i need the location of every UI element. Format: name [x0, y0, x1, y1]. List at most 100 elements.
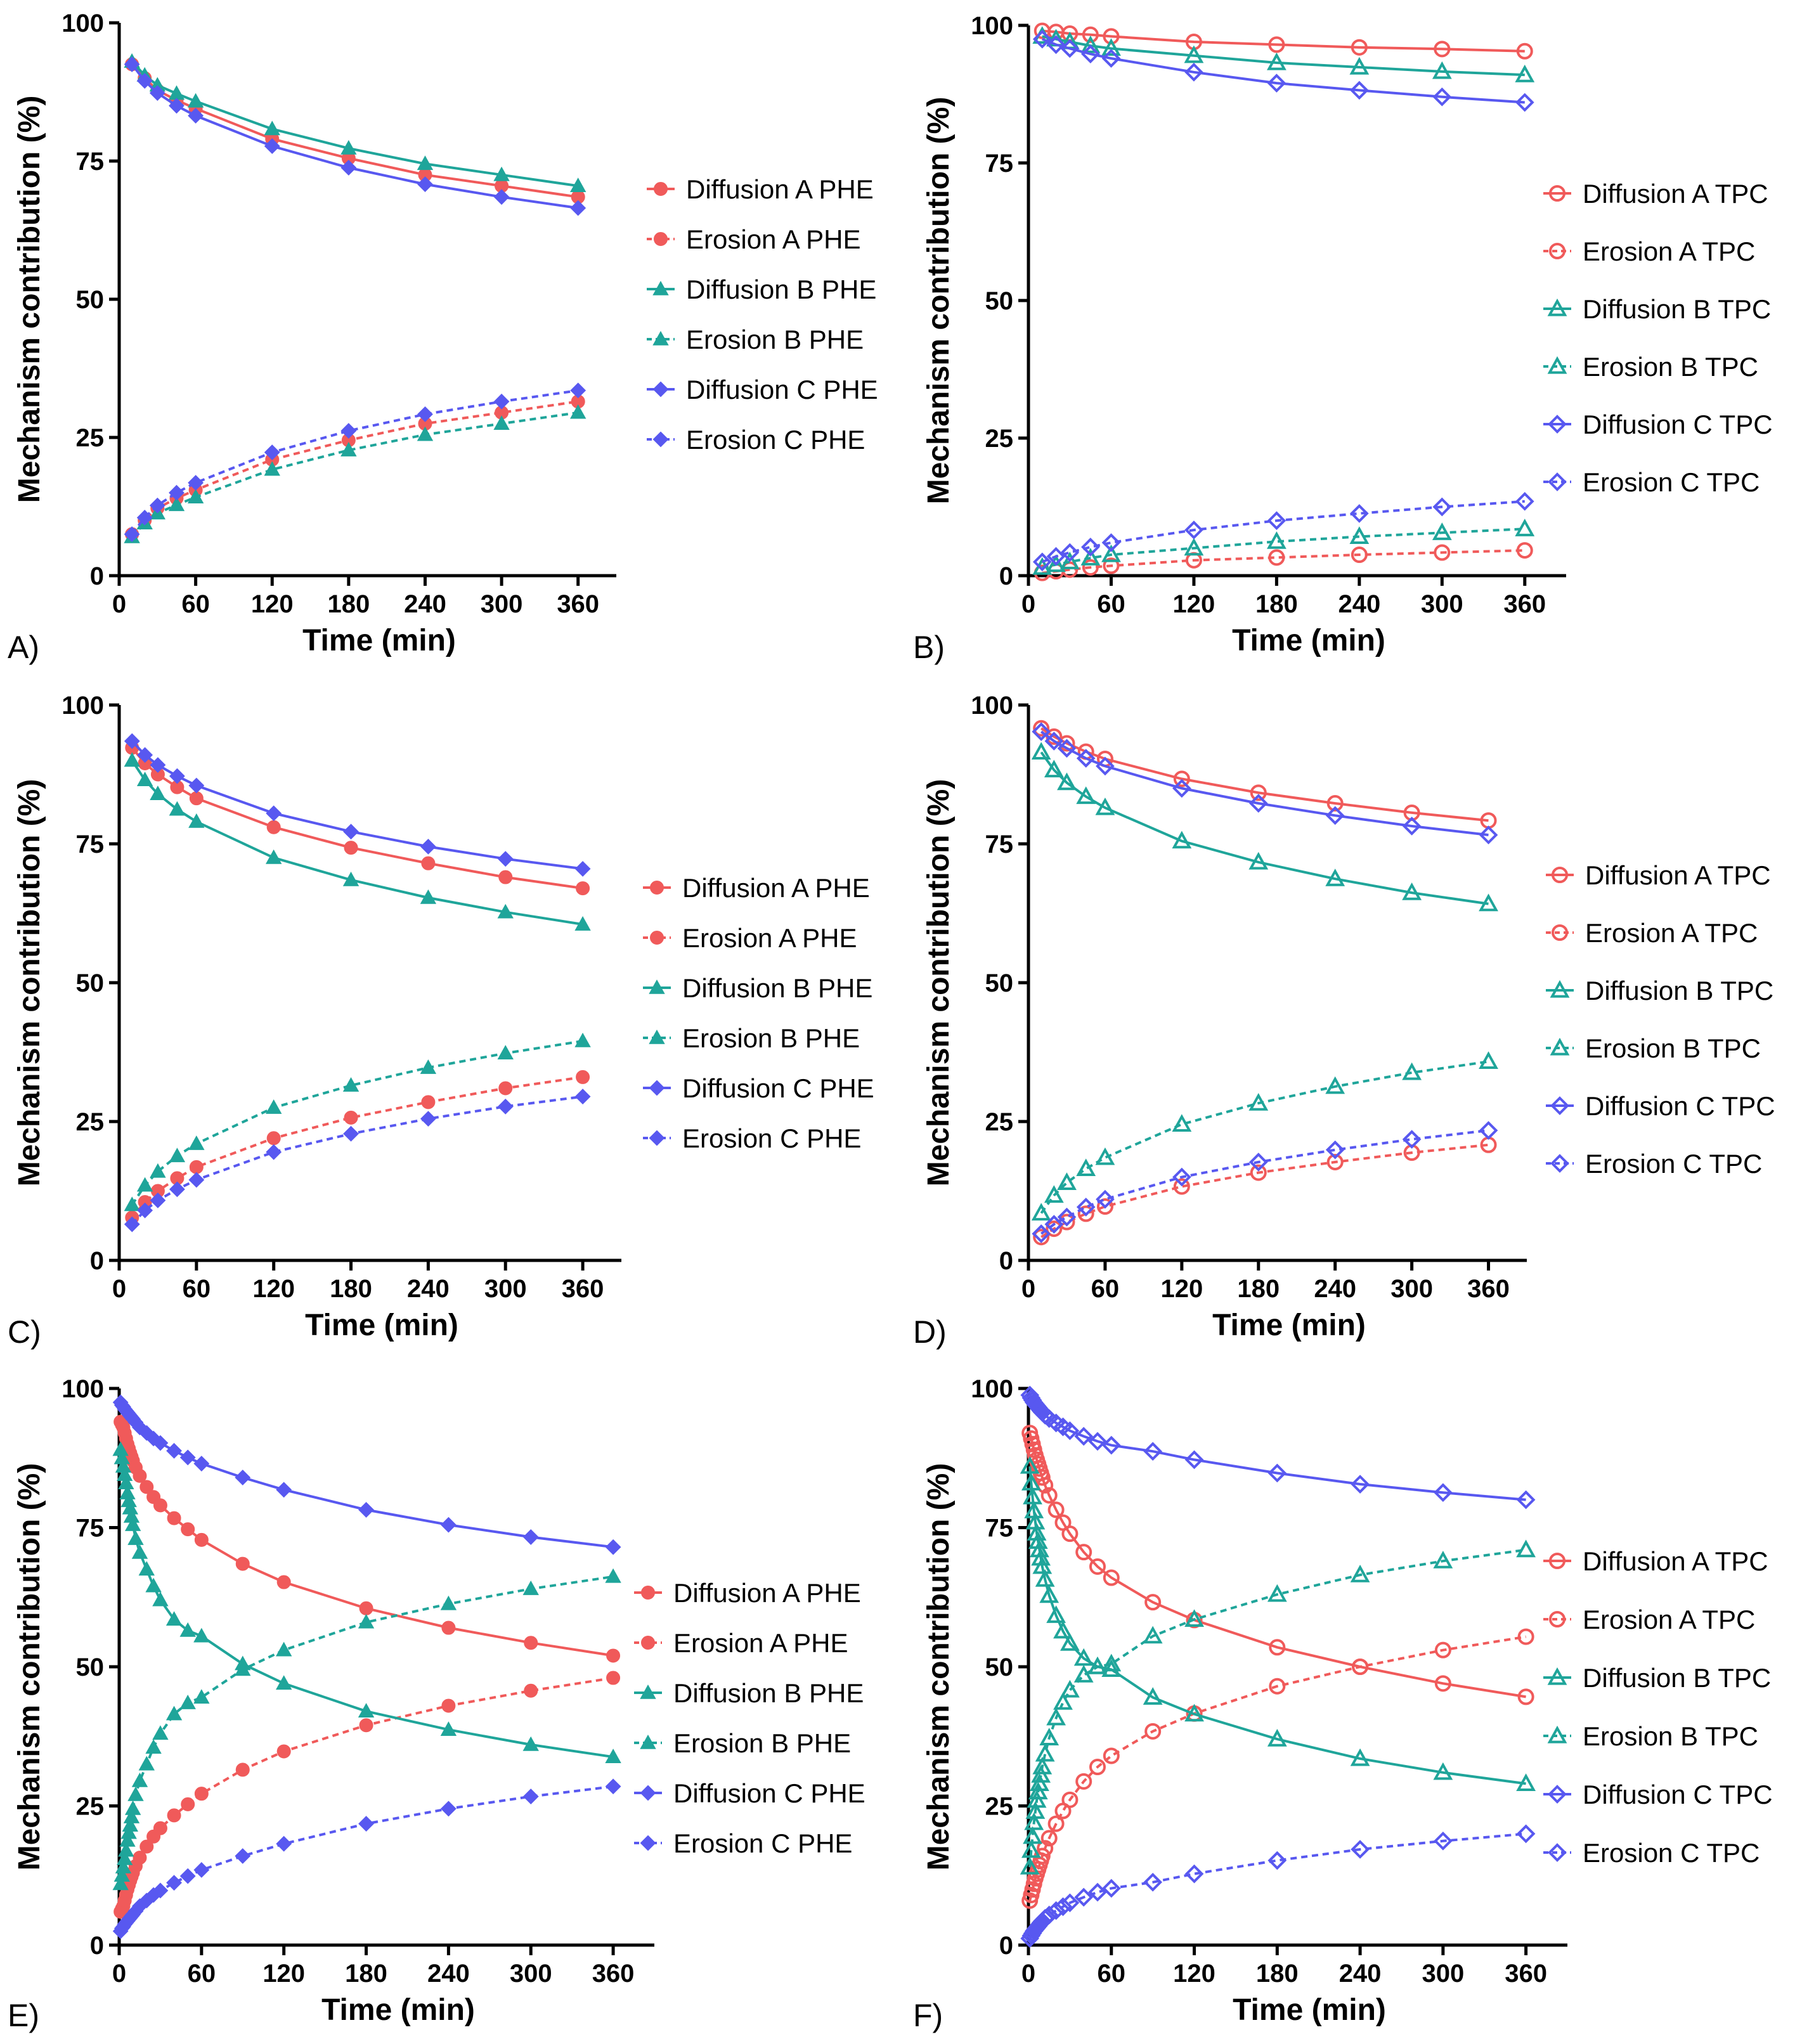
data-point [420, 838, 436, 855]
data-point [150, 786, 166, 800]
data-point [606, 1648, 621, 1663]
data-point [150, 1192, 166, 1208]
y-tick-label: 25 [985, 1793, 1014, 1821]
legend-marker [649, 1130, 665, 1146]
x-tick-label: 180 [327, 590, 370, 618]
y-tick-label: 50 [985, 287, 1014, 315]
data-point [138, 1561, 155, 1576]
legend-label: Diffusion C TPC [1585, 1091, 1775, 1121]
x-tick-label: 0 [112, 1960, 126, 1988]
data-point [574, 1089, 591, 1104]
legend: Diffusion A PHE Erosion A PHE Diffusion B … [634, 1578, 865, 1858]
legend: Diffusion A TPC Erosion A TPC Diffusion B … [1543, 1546, 1773, 1868]
data-point [1021, 1473, 1041, 1491]
data-point [1184, 1864, 1204, 1884]
data-point [1032, 1556, 1053, 1574]
data-point [1269, 1678, 1286, 1695]
y-tick-label: 75 [985, 150, 1014, 178]
data-point [1402, 1062, 1422, 1080]
legend-item: Erosion C TPC [1543, 1838, 1760, 1868]
data-point [1101, 544, 1121, 562]
data-point [1268, 36, 1285, 53]
y-axis-title: Mechanism contribution (%) [922, 779, 956, 1187]
data-point [1248, 851, 1269, 870]
legend-item: Diffusion A TPC [1543, 1546, 1768, 1576]
data-point [1173, 1178, 1190, 1195]
panel-b: 0 25 50 75 100 0 60 120 180 240 300 360 Time (min) Me… [913, 12, 1773, 665]
data-point [522, 1789, 539, 1804]
data-point [1326, 1153, 1344, 1170]
x-tick-label: 360 [562, 1275, 604, 1303]
series-erosion-b-tpc [1031, 1051, 1498, 1221]
data-point [1060, 552, 1080, 569]
data-point [1325, 1076, 1345, 1094]
data-point [1515, 491, 1534, 511]
data-point [1044, 760, 1064, 778]
x-axis-title: Time (min) [1233, 1993, 1386, 2027]
data-point [188, 1135, 205, 1150]
data-point [522, 1529, 539, 1545]
series-line [131, 1040, 583, 1206]
x-tick-label: 360 [1467, 1275, 1510, 1303]
legend-label: Erosion A PHE [673, 1628, 848, 1658]
data-point [235, 1470, 251, 1485]
legend-label: Diffusion A TPC [1583, 1546, 1768, 1576]
y-tick-label: 50 [76, 969, 105, 997]
data-point [1248, 1153, 1268, 1172]
data-point [124, 56, 140, 72]
series-erosion-c-phe [112, 1778, 621, 1939]
data-point [358, 1816, 374, 1832]
data-point [1351, 39, 1368, 56]
x-tick-label: 180 [1255, 590, 1298, 618]
data-point [1060, 1633, 1080, 1651]
legend-item: Diffusion C PHE [647, 375, 878, 404]
data-point [498, 870, 513, 884]
data-point [1349, 56, 1370, 75]
data-point [1076, 1158, 1096, 1177]
data-point [497, 903, 514, 919]
data-point [605, 1539, 621, 1555]
data-point [1350, 81, 1369, 100]
legend-marker [1550, 1037, 1570, 1056]
data-point [136, 510, 153, 526]
data-point [440, 1517, 457, 1533]
series-diffusion-b-tpc [1031, 742, 1498, 912]
x-tick-label: 120 [1160, 1275, 1203, 1303]
y-axis-title: Mechanism contribution (%) [13, 779, 46, 1187]
data-point [1095, 1147, 1115, 1165]
legend-item: Erosion C PHE [643, 1123, 861, 1153]
data-point [1035, 1743, 1055, 1762]
x-tick-label: 0 [1021, 1960, 1035, 1988]
data-point [1173, 770, 1190, 787]
data-point [1479, 1121, 1498, 1140]
data-point [266, 1131, 281, 1146]
legend-marker [1549, 185, 1565, 202]
data-point [340, 139, 357, 155]
data-point [235, 1763, 250, 1777]
data-point [1096, 1189, 1115, 1209]
data-point [124, 1196, 141, 1212]
panel-e: 0 25 50 75 100 0 60 120 180 240 300 360 Time (min) Me… [8, 1375, 865, 2033]
y-axis-title: Mechanism contribution (%) [922, 1463, 956, 1871]
legend-item: Diffusion C PHE [634, 1778, 865, 1808]
legend-label: Diffusion C TPC [1583, 1780, 1773, 1809]
y-tick-label: 100 [62, 10, 104, 37]
series-diffusion-a-phe [113, 1414, 621, 1663]
data-point [1060, 39, 1080, 58]
data-point [188, 1172, 205, 1188]
data-point [181, 1797, 195, 1811]
legend: Diffusion A PHE Erosion A PHE Diffusion B … [643, 873, 874, 1153]
series-line [1040, 1129, 1489, 1235]
series-line [1040, 730, 1489, 836]
x-tick-label: 60 [1098, 1960, 1126, 1988]
data-point [1046, 1707, 1066, 1726]
data-point [1095, 797, 1115, 815]
data-point [1101, 49, 1121, 68]
data-point [193, 1689, 210, 1704]
x-tick-label: 180 [330, 1275, 372, 1303]
legend-label: Erosion B TPC [1583, 352, 1758, 382]
x-tick-label: 360 [557, 590, 599, 618]
y-tick-label: 0 [999, 1247, 1013, 1275]
x-tick-label: 0 [112, 590, 126, 618]
data-point [1021, 1840, 1041, 1858]
